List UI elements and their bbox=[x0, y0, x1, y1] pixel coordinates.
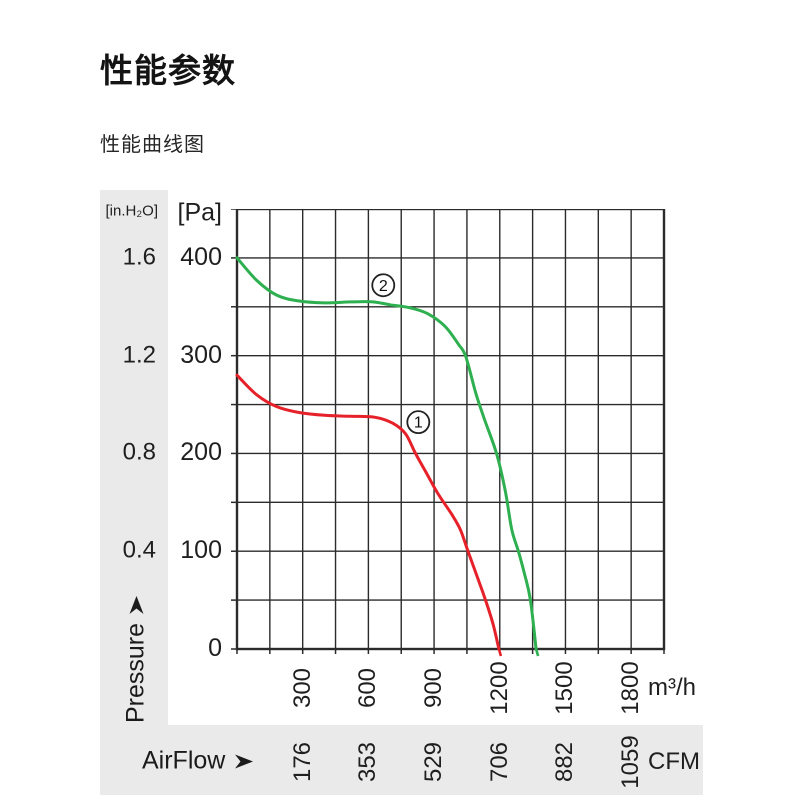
curve-2-label-number: 2 bbox=[379, 278, 388, 295]
cfm-tick-label: 176 bbox=[288, 741, 316, 783]
cfm-tick-label: 353 bbox=[354, 741, 382, 783]
airflow-axis-panel bbox=[100, 725, 703, 795]
up-arrowhead-icon bbox=[129, 595, 143, 614]
pa-tick-label: 100 bbox=[180, 536, 222, 565]
pressure-axis-name: Pressure bbox=[122, 595, 151, 723]
airflow-axis-name: AirFlow bbox=[142, 747, 254, 776]
pressure-axis-text: Pressure bbox=[121, 622, 150, 724]
unit-label-m3h: m³/h bbox=[648, 674, 696, 701]
plot-area: 12 bbox=[231, 209, 666, 657]
m3h-tick-label: 900 bbox=[420, 667, 448, 709]
curve-1 bbox=[235, 373, 501, 651]
curve-2-zero-crossing-tick bbox=[534, 648, 540, 657]
pa-tick-label: 0 bbox=[208, 634, 222, 662]
pa-tick-label: 400 bbox=[180, 242, 222, 271]
airflow-axis-text: AirFlow bbox=[142, 746, 226, 775]
curve-1-label-number: 1 bbox=[414, 415, 423, 432]
m3h-tick-label: 1500 bbox=[551, 661, 579, 715]
pa-tick-label: 200 bbox=[180, 438, 222, 467]
right-arrowhead-icon bbox=[235, 754, 254, 768]
cfm-tick-label: 706 bbox=[485, 741, 513, 783]
unit-label-pa: [Pa] bbox=[177, 198, 222, 227]
m3h-tick-label: 1200 bbox=[485, 661, 513, 715]
cfm-tick-label: 529 bbox=[420, 741, 448, 783]
pressure-axis-panel bbox=[100, 190, 168, 725]
m3h-tick-label: 1800 bbox=[617, 661, 645, 715]
curve-1-zero-crossing-tick bbox=[497, 648, 503, 657]
page-subtitle: 性能曲线图 bbox=[100, 134, 205, 156]
curve-2 bbox=[235, 256, 538, 651]
inh2o-tick-label: 0.8 bbox=[122, 438, 156, 466]
cfm-tick-label: 882 bbox=[551, 741, 579, 783]
inh2o-tick-label: 1.2 bbox=[122, 341, 156, 369]
inh2o-tick-label: 0.4 bbox=[122, 536, 156, 564]
unit-label-cfm: CFM bbox=[648, 748, 700, 775]
page-title: 性能参数 bbox=[100, 52, 236, 89]
m3h-tick-label: 300 bbox=[288, 667, 316, 709]
m3h-tick-label: 600 bbox=[354, 667, 382, 709]
curve-1-label-circle bbox=[406, 410, 431, 435]
plot-frame bbox=[235, 209, 666, 651]
pa-tick-label: 300 bbox=[180, 340, 222, 369]
cfm-tick-label: 1059 bbox=[617, 735, 645, 789]
curve-2-label-circle bbox=[371, 273, 396, 298]
unit-label-inh2o: [in.H₂O] bbox=[105, 202, 159, 220]
inh2o-tick-label: 1.6 bbox=[122, 243, 156, 271]
